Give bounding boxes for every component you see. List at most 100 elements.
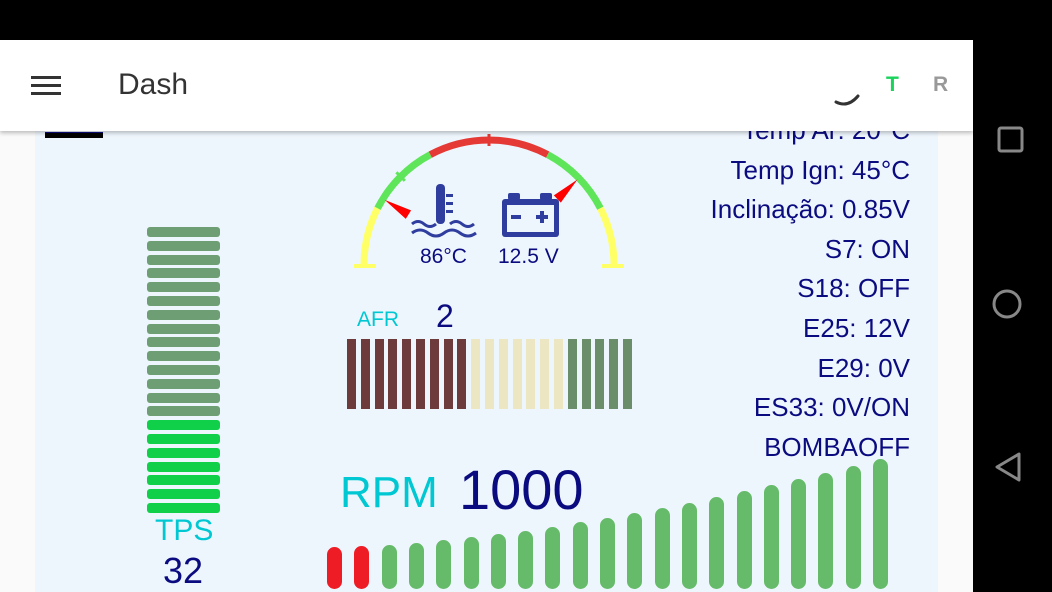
rpm-segment: [600, 517, 615, 589]
battery-icon: [502, 193, 559, 237]
loading-spinner-icon: [834, 94, 860, 106]
sensor-reading: E25: 12V: [803, 313, 910, 343]
rpm-segment: [873, 459, 888, 589]
gauge-zone-low: [360, 206, 381, 266]
tps-label: TPS: [155, 514, 214, 547]
afr-segment-lean: [609, 339, 619, 409]
tps-segment: [147, 268, 220, 279]
afr-segment-lean: [595, 339, 605, 409]
hamburger-menu-icon[interactable]: [31, 76, 61, 96]
tps-segment-lit: [147, 434, 220, 444]
gauge-needle: [553, 179, 578, 203]
tps-segment: [147, 365, 220, 375]
rpm-segment: [681, 502, 697, 589]
afr-segment-normal: [485, 339, 494, 409]
rpm-segment-red: [327, 547, 342, 589]
tps-segment-lit: [147, 447, 220, 458]
rpm-segment: [518, 530, 534, 589]
rpm-segment: [709, 497, 725, 589]
afr-segment-rich: [429, 339, 439, 409]
tps-segment: [147, 296, 220, 306]
rpm-segment: [845, 465, 861, 589]
afr-segment-rich: [388, 339, 398, 409]
rpm-segment: [763, 485, 779, 589]
afr-segment-lean: [623, 339, 632, 409]
sensor-reading: E29: 0V: [817, 352, 910, 383]
battery-voltage-value: 12.5 V: [498, 245, 559, 268]
afr-segment-rich: [360, 339, 370, 409]
tps-segment: [147, 282, 220, 293]
gauge-tick: [395, 171, 406, 182]
rpm-segment: [408, 542, 424, 589]
tps-value: 32: [163, 550, 204, 591]
app-bar: [0, 40, 973, 131]
tps-segment-lit: [147, 503, 220, 513]
tps-segment: [147, 378, 220, 389]
afr-segment-rich: [416, 339, 425, 409]
sensor-reading: BOMBAOFF: [764, 431, 910, 462]
afr-segment-normal: [526, 339, 536, 409]
page-title: Dash: [118, 68, 189, 101]
coolant-temperature-icon: [411, 184, 477, 238]
tps-segment: [147, 406, 220, 417]
sensor-reading: Temp Ign: 45°C: [730, 154, 911, 185]
afr-segment-rich: [347, 339, 356, 409]
coolant-temp-value: 86°C: [420, 245, 467, 268]
recents-square-icon[interactable]: [997, 126, 1025, 154]
sensor-reading: Inclinação: 0.85V: [710, 194, 910, 225]
afr-segment-normal: [554, 339, 563, 409]
rpm-segment: [654, 508, 670, 589]
gauge-zone-low: [597, 206, 618, 266]
afr-segment-lean: [581, 339, 591, 409]
tps-segment: [147, 337, 220, 348]
rpm-segment-red: [354, 546, 370, 589]
sensor-reading: S18: OFF: [797, 273, 910, 304]
tps-segment: [147, 351, 220, 362]
tps-segment: [147, 309, 220, 320]
indicator-r: R: [933, 73, 949, 96]
tps-segment: [147, 254, 220, 265]
rpm-segment: [572, 522, 588, 589]
rpm-segment: [436, 540, 452, 589]
afr-value: 2: [436, 298, 454, 334]
afr-segment-rich: [374, 339, 384, 409]
afr-segment-rich: [402, 339, 412, 409]
rpm-segment: [791, 479, 807, 589]
gauge-needle: [384, 199, 412, 219]
afr-segment-lean: [567, 339, 577, 409]
rpm-segment: [818, 472, 834, 589]
afr-segment-normal: [512, 339, 522, 409]
tps-segment-lit: [147, 475, 220, 486]
tps-segment: [147, 227, 220, 237]
gauge: [354, 134, 624, 268]
afr-segment-rich: [457, 339, 467, 409]
rpm-segment: [490, 534, 506, 589]
tps-segment: [147, 392, 220, 403]
status-bar: [0, 0, 973, 40]
gauge-zone-normal: [546, 151, 604, 210]
tps-segment-lit: [147, 489, 220, 500]
afr-label: AFR: [357, 308, 399, 331]
home-circle-icon[interactable]: [991, 288, 1023, 320]
rpm-label: RPM: [340, 468, 438, 517]
afr-segment-rich: [443, 339, 453, 409]
sensor-reading: ES33: 0V/ON: [753, 392, 910, 423]
rpm-value: 1000: [459, 458, 584, 521]
system-nav-bar: [973, 0, 1052, 592]
afr-segment-normal: [498, 339, 508, 409]
tps-segment-lit: [147, 461, 220, 472]
partial-widget: [45, 132, 103, 138]
indicator-t: T: [886, 73, 899, 96]
tps-segment: [147, 323, 220, 334]
afr-segment-normal: [471, 339, 481, 409]
rpm-segment: [545, 526, 561, 589]
rpm-segment: [627, 513, 643, 589]
back-triangle-icon[interactable]: [993, 451, 1023, 483]
rpm-segment: [463, 537, 479, 589]
tps-segment: [147, 240, 220, 251]
sensor-reading: S7: ON: [824, 233, 910, 264]
rpm-segment: [736, 491, 752, 589]
tps-segment-lit: [147, 420, 220, 431]
afr-segment-normal: [540, 339, 550, 409]
rpm-segment: [381, 544, 397, 589]
